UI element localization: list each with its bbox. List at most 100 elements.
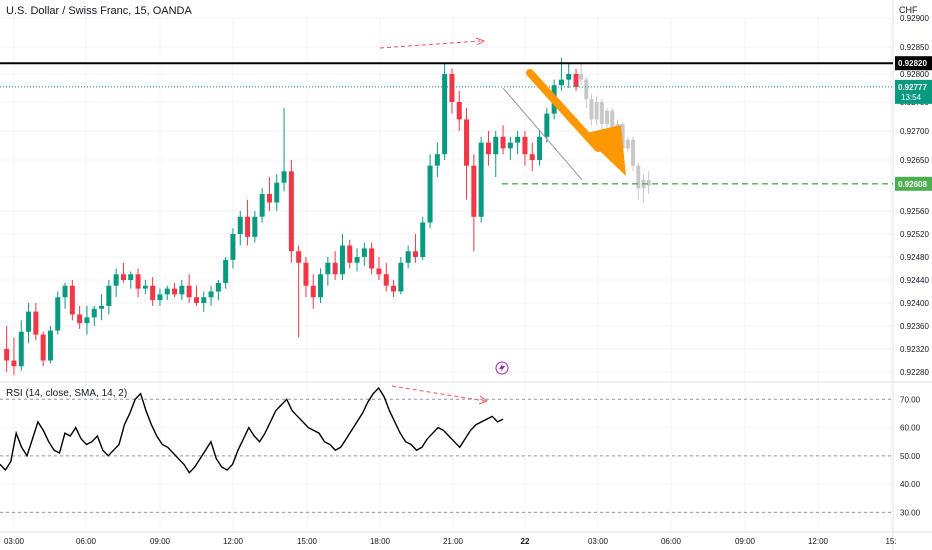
price-tick-label: 0.92700: [900, 127, 929, 136]
candle-body: [33, 311, 39, 335]
candle-body: [288, 171, 294, 252]
candle-body: [478, 142, 484, 217]
candle-body: [55, 297, 61, 331]
price-tick-label: 0.92360: [900, 322, 929, 331]
candle-body: [449, 74, 455, 102]
candle-body: [201, 297, 207, 303]
resistance-price-badge-bg: [895, 56, 932, 71]
rsi-line: [0, 386, 504, 474]
candle-body: [128, 274, 134, 280]
projected-candle-body: [579, 74, 584, 80]
bearish-arrow-head: [582, 125, 626, 176]
candle-body: [332, 262, 338, 275]
current-price-badge-bg: [895, 79, 932, 104]
time-tick-label: 21:00: [443, 537, 464, 546]
candle-body: [245, 216, 251, 237]
rsi-divergence-line: [391, 385, 486, 402]
candle-body: [522, 136, 528, 155]
candle-body: [456, 102, 462, 120]
time-tick-label: 12:00: [808, 537, 829, 546]
candle-body: [376, 268, 382, 275]
rsi-divergence-arrowhead: [478, 395, 489, 405]
candle-body: [310, 285, 316, 298]
projected-candle-body: [625, 139, 630, 149]
projected-candle-body: [605, 110, 610, 125]
candle-body: [266, 194, 272, 203]
candle-body: [405, 251, 411, 263]
candle-body: [573, 74, 579, 87]
projected-candle-body: [636, 165, 641, 189]
price-tick-label: 0.92320: [900, 345, 929, 354]
time-tick-label: 09:00: [735, 537, 756, 546]
projected-candle-body: [594, 102, 599, 120]
candle-body: [135, 274, 141, 289]
candle-body: [507, 142, 513, 149]
target-price-badge: 0.92608: [898, 180, 927, 189]
candle-body: [464, 119, 470, 166]
candle-body: [347, 245, 353, 263]
projected-candle-body: [599, 102, 604, 125]
price-tick-label: 0.92800: [900, 70, 929, 79]
candle-body: [84, 317, 90, 324]
candle-body: [318, 274, 324, 298]
candle-body: [493, 136, 499, 155]
current-price-badge: 0.92777: [898, 83, 927, 92]
price-tick-label: 0.92850: [900, 43, 929, 52]
candle-body: [398, 262, 404, 292]
candle-body: [215, 282, 221, 292]
candle-body: [259, 194, 265, 217]
candle-body: [369, 248, 375, 269]
candle-body: [157, 294, 163, 301]
candle-body: [26, 311, 32, 332]
time-tick-label: 15:00: [297, 537, 318, 546]
candle-body: [120, 274, 126, 280]
projected-candle-body: [646, 179, 651, 186]
candle-body: [544, 113, 550, 137]
candle-body: [420, 222, 426, 257]
candle-body: [296, 251, 302, 263]
candle-body: [281, 171, 287, 183]
time-tick-label: 18:00: [370, 537, 391, 546]
rsi-tick-label: 50.00: [900, 452, 921, 461]
candle-body: [274, 182, 280, 203]
candle-body: [113, 274, 119, 286]
time-tick-label: 06:00: [76, 537, 97, 546]
candle-body: [383, 274, 389, 286]
candle-body: [427, 165, 433, 223]
candle-body: [558, 79, 564, 86]
candle-body: [412, 251, 418, 257]
rsi-indicator-title[interactable]: RSI (14, close, SMA, 14, 2): [6, 388, 128, 399]
time-tick-label: 12:00: [223, 537, 244, 546]
price-tick-label: 0.92900: [900, 14, 929, 23]
rsi-tick-label: 40.00: [900, 480, 921, 489]
target-price-badge-bg: [895, 176, 932, 191]
candle-body: [106, 285, 112, 306]
candle-body: [471, 165, 477, 217]
candle-body: [566, 74, 572, 80]
candle-body: [442, 74, 448, 155]
candle-body: [325, 262, 331, 275]
resistance-price-badge: 0.92820: [898, 59, 927, 68]
candle-body: [354, 257, 360, 263]
candle-body: [193, 297, 199, 303]
price-tick-label: 0.92280: [900, 368, 929, 377]
price-divergence-line: [379, 40, 481, 49]
lightning-icon: [499, 363, 505, 373]
candle-body: [361, 248, 367, 257]
candle-body: [339, 245, 345, 275]
price-tick-label: 0.92480: [900, 253, 929, 262]
candle-body: [77, 314, 83, 324]
bar-countdown-label: 13:54: [901, 93, 922, 102]
price-tick-label: 0.92520: [900, 230, 929, 239]
time-tick-label: 03:00: [588, 537, 609, 546]
rsi-tick-label: 30.00: [900, 508, 921, 517]
candle-body: [186, 285, 192, 298]
candle-body: [91, 308, 97, 318]
candle-body: [47, 330, 53, 361]
projected-candle-body: [631, 139, 636, 166]
candle-body: [18, 331, 24, 367]
price-divergence-arrowhead: [475, 37, 486, 46]
candle-body: [142, 285, 148, 289]
price-tick-label: 0.92650: [900, 156, 929, 165]
